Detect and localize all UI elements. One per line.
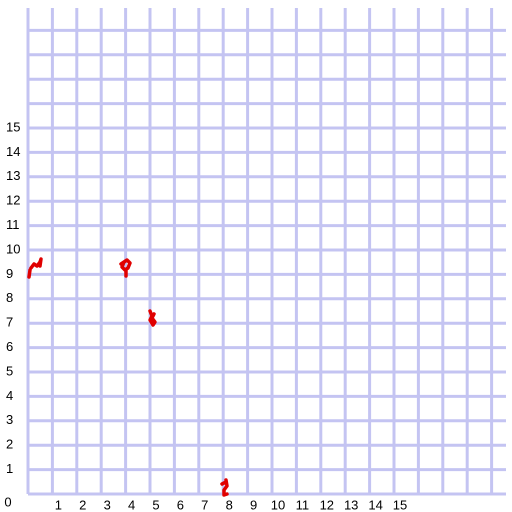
y-label: 3 [6, 412, 13, 427]
x-label: 9 [250, 497, 257, 512]
y-label: 13 [6, 168, 20, 183]
y-label: 12 [6, 193, 20, 208]
x-label: 3 [104, 497, 111, 512]
y-label: 10 [6, 241, 20, 256]
x-label: 7 [201, 497, 208, 512]
x-label: 4 [128, 497, 135, 512]
y-label: 7 [6, 315, 13, 330]
y-label: 6 [6, 339, 13, 354]
x-label: 13 [344, 497, 358, 512]
x-label: 6 [177, 497, 184, 512]
y-label: 14 [6, 144, 20, 159]
y-label: 9 [6, 266, 13, 281]
x-label: 11 [296, 497, 310, 512]
x-label: 8 [226, 497, 233, 512]
y-label: 11 [6, 217, 20, 232]
x-label: 15 [393, 497, 407, 512]
y-label: 2 [6, 437, 13, 452]
x-label: 12 [320, 497, 334, 512]
x-label: 5 [152, 497, 159, 512]
axis-labels: 0 1 2 3 4 5 6 7 8 9 10 11 12 13 14 15123456789101112131… [4, 119, 407, 512]
x-label: 10 [271, 497, 285, 512]
x-label: 1 [55, 497, 62, 512]
y-label: 8 [6, 290, 13, 305]
y-label: 5 [6, 363, 13, 378]
stroke [27, 257, 43, 279]
stroke [148, 309, 157, 327]
x-label: 2 [79, 497, 86, 512]
x-label: 0 [4, 494, 11, 509]
y-label: 15 [6, 119, 20, 134]
stroke [119, 258, 132, 278]
y-label: 4 [6, 388, 13, 403]
grid [26, 8, 506, 496]
x-label: 14 [368, 497, 382, 512]
y-label: 1 [6, 461, 13, 476]
stroke [220, 478, 229, 497]
ink-strokes [27, 257, 229, 497]
